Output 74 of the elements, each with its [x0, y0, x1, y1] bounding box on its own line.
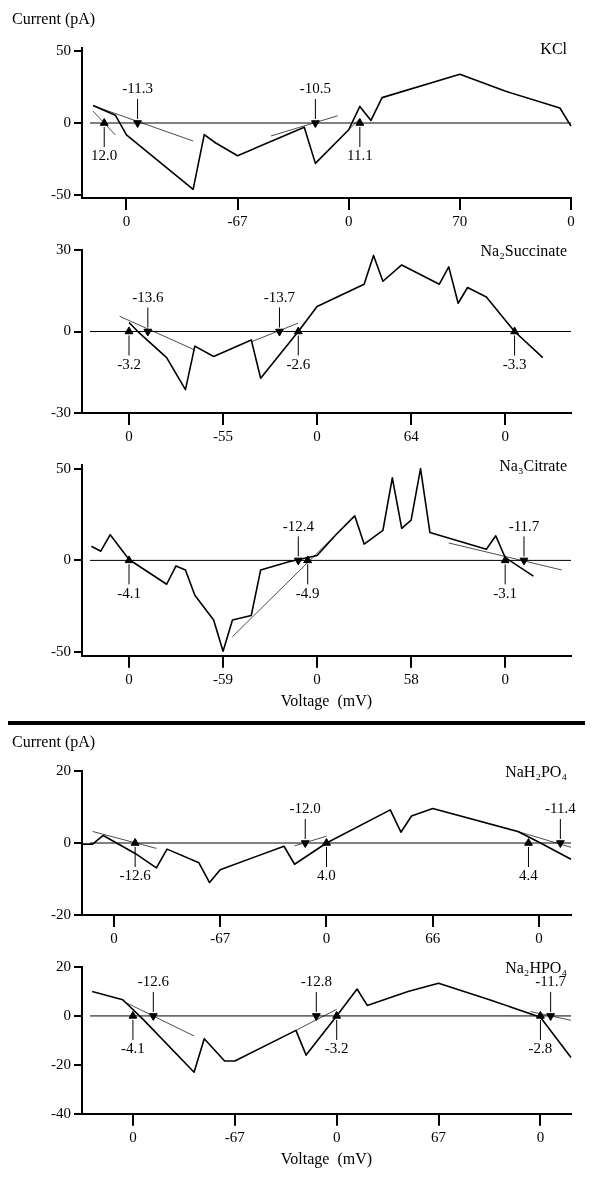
chart-title: Na₃Citrate [499, 457, 567, 475]
y-tick-label: 0 [63, 322, 71, 339]
y-tick-label: 0 [63, 1006, 71, 1023]
y-tick-label: 20 [56, 761, 71, 778]
x-tick-label: -67 [210, 929, 231, 946]
x-tick-label: 64 [403, 427, 420, 444]
x-tick-label: 0 [110, 929, 118, 946]
x-tick-label: 0 [125, 670, 133, 687]
y-axis-title: Current (pA) [12, 10, 96, 29]
x-tick-label: -59 [213, 670, 234, 687]
annotation: -3.1 [493, 584, 518, 601]
annotation: -13.7 [263, 288, 296, 305]
y-axis-title: Current (pA) [12, 733, 96, 752]
annotation: 4.4 [519, 867, 539, 884]
x-tick-label: 0 [313, 670, 321, 687]
annotation: -3.2 [324, 1040, 349, 1057]
annotation: -4.9 [295, 584, 320, 601]
y-tick-label: -20 [51, 1055, 71, 1072]
annotation: -4.1 [121, 1040, 145, 1057]
y-tick-label: -50 [51, 643, 71, 660]
chart-title: NaH₂PO₄ [505, 763, 568, 781]
annotation: -4.1 [117, 584, 141, 601]
x-tick-label: -67 [224, 1128, 246, 1145]
x-axis-title: Voltage (mV) [280, 1149, 373, 1168]
x-tick-label: 0 [536, 1128, 545, 1145]
y-tick-label: 0 [63, 113, 71, 130]
y-tick-label: -30 [51, 403, 71, 420]
annotation: -12.6 [119, 867, 152, 884]
y-tick-label: -40 [51, 1104, 71, 1121]
x-tick-label: 0 [501, 427, 509, 444]
y-tick-label: 0 [63, 833, 71, 850]
annotation: -11.3 [122, 80, 153, 97]
y-tick-label: -20 [51, 905, 71, 922]
y-tick-label: 50 [56, 459, 71, 476]
x-tick-label: 0 [122, 212, 131, 229]
x-tick-label: 0 [344, 212, 353, 229]
x-tick-label: 0 [322, 929, 331, 946]
y-tick-label: 50 [56, 41, 71, 58]
x-tick-label: 58 [403, 670, 419, 687]
annotation: -10.5 [299, 80, 332, 97]
x-tick-label: 70 [452, 212, 468, 229]
x-tick-label: 67 [431, 1128, 447, 1145]
x-tick-label: 0 [332, 1128, 341, 1145]
x-tick-label: 0 [501, 670, 509, 687]
x-tick-label: 0 [567, 212, 575, 229]
x-tick-label: -67 [227, 212, 249, 229]
chart-title: Na₂Succinate [480, 242, 567, 260]
annotation: -2.8 [528, 1040, 553, 1057]
y-tick-label: -50 [51, 186, 71, 203]
x-tick-label: 0 [125, 427, 133, 444]
y-tick-label: 0 [63, 551, 71, 568]
annotation: 11.1 [346, 147, 373, 164]
annotation: 4.0 [317, 867, 336, 884]
annotation: -11.4 [545, 800, 577, 817]
annotation: -12.6 [137, 973, 170, 990]
x-axis-title: Voltage (mV) [280, 691, 373, 710]
annotation: -12.8 [300, 973, 332, 990]
y-tick-label: 30 [56, 240, 71, 257]
annotation: -12.0 [289, 800, 321, 817]
x-tick-label: 0 [313, 427, 321, 444]
annotation: -3.2 [117, 355, 141, 372]
annotation: 12.0 [91, 147, 118, 164]
x-tick-label: -55 [213, 427, 234, 444]
chart-title: Na₂HPO₄ [505, 959, 568, 977]
y-tick-label: 20 [56, 957, 71, 974]
annotation: -2.6 [286, 355, 311, 372]
annotation: -12.4 [282, 517, 315, 534]
annotation: -3.3 [502, 355, 527, 372]
x-tick-label: 66 [425, 929, 441, 946]
chart-title: KCl [540, 40, 568, 58]
x-tick-label: 0 [129, 1128, 137, 1145]
annotation: -13.6 [132, 288, 164, 305]
annotation: -11.7 [508, 517, 540, 534]
x-tick-label: 0 [535, 929, 543, 946]
